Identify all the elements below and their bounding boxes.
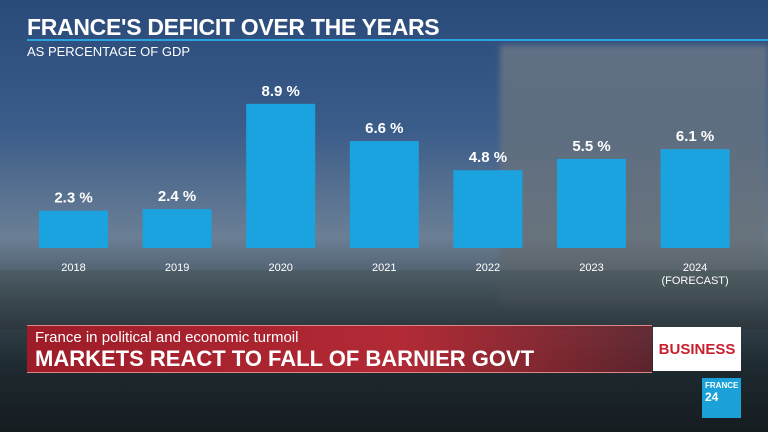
x-tick-note: (FORECAST)	[661, 275, 728, 287]
lower-third-kicker: France in political and economic turmoil	[35, 329, 299, 346]
background-water	[0, 270, 768, 330]
bar-chart: 2.3 % 2018 2.4 % 2019 8.9 % 2020 6.6 % 2021 4.8 …	[39, 83, 730, 287]
lower-third-headline: MARKETS REACT TO FALL OF BARNIER GOVT	[35, 346, 535, 371]
x-tick-label: 2024	[683, 262, 707, 274]
value-label: 6.6 %	[365, 120, 403, 137]
france24-logo: FRANCE 24	[702, 378, 741, 418]
lower-third: France in political and economic turmoil…	[27, 325, 652, 373]
x-tick-label: 2018	[61, 262, 85, 274]
title-rule	[27, 39, 768, 41]
bar-2023	[557, 158, 626, 248]
bar-2024	[660, 149, 730, 248]
x-tick-label: 2021	[372, 262, 396, 274]
chart-subtitle: AS PERCENTAGE OF GDP	[27, 44, 191, 59]
bar-2018	[39, 210, 108, 248]
value-label: 8.9 %	[262, 83, 300, 100]
bar-2020	[246, 103, 316, 248]
section-badge: BUSINESS	[653, 327, 741, 371]
x-tick-label: 2023	[579, 262, 603, 274]
x-tick-label: 2019	[165, 262, 189, 274]
logo-line1: FRANCE	[705, 381, 739, 390]
logo-line2: 24	[705, 390, 719, 404]
bar-2021	[349, 141, 419, 248]
value-label: 6.1 %	[676, 128, 714, 145]
x-tick-label: 2020	[268, 262, 292, 274]
bar-2022	[453, 170, 523, 248]
value-label: 4.8 %	[469, 149, 507, 166]
value-label: 5.5 %	[572, 138, 610, 155]
value-label: 2.3 %	[54, 190, 92, 207]
chart-title: FRANCE'S DEFICIT OVER THE YEARS	[27, 14, 440, 40]
value-label: 2.4 %	[158, 188, 196, 205]
x-tick-label: 2022	[476, 262, 500, 274]
bar-2019	[142, 209, 212, 248]
